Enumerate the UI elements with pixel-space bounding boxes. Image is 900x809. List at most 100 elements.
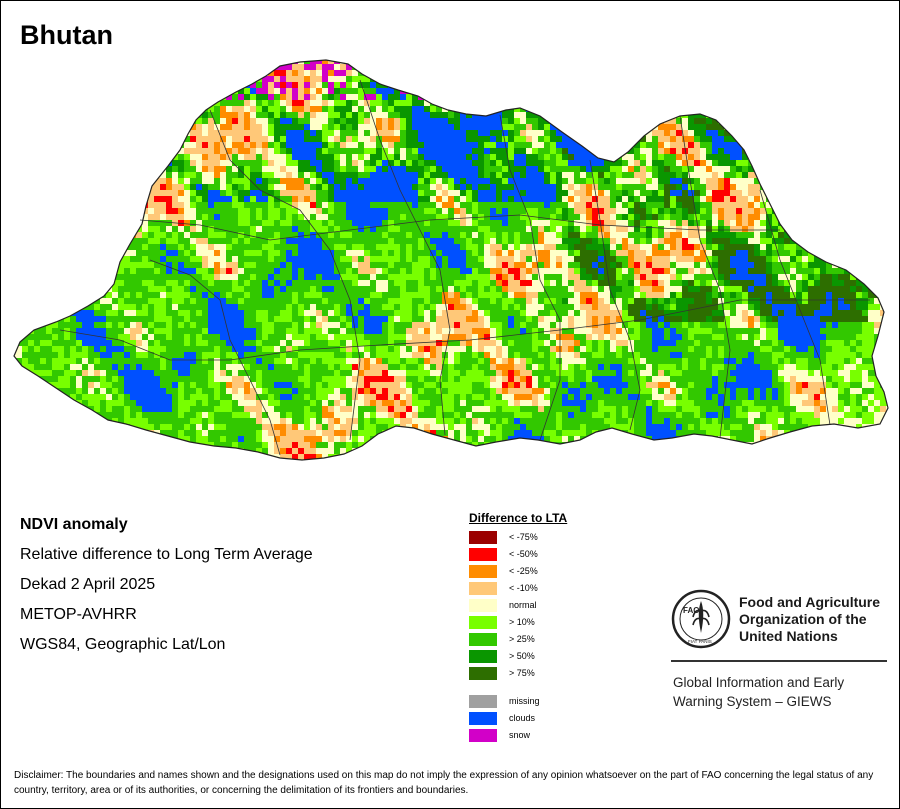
raster-cell <box>736 130 742 136</box>
raster-cell <box>532 178 538 184</box>
raster-cell <box>856 148 862 154</box>
raster-cell <box>40 214 46 220</box>
raster-cell <box>850 142 856 148</box>
raster-cell <box>580 202 586 208</box>
raster-cell <box>394 196 400 202</box>
raster-cell <box>370 154 376 160</box>
raster-cell <box>400 130 406 136</box>
raster-cell <box>148 106 154 112</box>
raster-cell <box>202 184 208 190</box>
raster-cell <box>718 244 724 250</box>
raster-cell <box>406 94 412 100</box>
raster-cell <box>268 130 274 136</box>
raster-cell <box>736 232 742 238</box>
raster-cell <box>718 88 724 94</box>
raster-cell <box>838 238 844 244</box>
raster-cell <box>64 154 70 160</box>
raster-cell <box>616 214 622 220</box>
raster-cell <box>124 238 130 244</box>
raster-cell <box>820 82 826 88</box>
raster-cell <box>340 94 346 100</box>
raster-cell <box>124 76 130 82</box>
raster-cell <box>172 76 178 82</box>
raster-cell <box>340 154 346 160</box>
raster-cell <box>814 184 820 190</box>
raster-cell <box>490 112 496 118</box>
raster-cell <box>460 154 466 160</box>
raster-cell <box>832 94 838 100</box>
raster-cell <box>730 214 736 220</box>
raster-cell <box>16 190 22 196</box>
raster-cell <box>220 112 226 118</box>
raster-cell <box>430 160 436 166</box>
raster-cell <box>616 60 622 64</box>
raster-cell <box>868 190 874 196</box>
raster-cell <box>100 160 106 166</box>
raster-cell <box>544 124 550 130</box>
raster-cell <box>376 256 382 262</box>
raster-cell <box>586 60 592 64</box>
raster-cell <box>568 220 574 226</box>
raster-cell <box>724 166 730 172</box>
raster-cell <box>808 130 814 136</box>
raster-cell <box>484 166 490 172</box>
raster-cell <box>364 214 370 220</box>
raster-cell <box>556 76 562 82</box>
raster-cell <box>328 208 334 214</box>
raster-cell <box>310 142 316 148</box>
raster-cell <box>14 220 16 226</box>
raster-cell <box>586 142 592 148</box>
raster-cell <box>406 160 412 166</box>
raster-cell <box>520 82 526 88</box>
raster-cell <box>844 118 850 124</box>
raster-cell <box>220 160 226 166</box>
raster-cell <box>832 226 838 232</box>
raster-cell <box>634 196 640 202</box>
raster-cell <box>358 256 364 262</box>
raster-cell <box>472 160 478 166</box>
raster-cell <box>694 64 700 70</box>
raster-cell <box>130 166 136 172</box>
raster-cell <box>688 220 694 226</box>
raster-cell <box>592 60 598 64</box>
raster-cell <box>634 76 640 82</box>
raster-cell <box>544 166 550 172</box>
raster-cell <box>772 142 778 148</box>
raster-cell <box>670 82 676 88</box>
raster-cell <box>514 154 520 160</box>
raster-cell <box>760 250 766 256</box>
raster-cell <box>364 94 370 100</box>
raster-cell <box>754 250 760 256</box>
raster-cell <box>742 64 748 70</box>
raster-cell <box>814 214 820 220</box>
raster-cell <box>28 250 34 256</box>
raster-cell <box>58 172 64 178</box>
raster-cell <box>88 106 94 112</box>
raster-cell <box>796 226 802 232</box>
raster-cell <box>802 106 808 112</box>
raster-cell <box>610 76 616 82</box>
raster-cell <box>268 100 274 106</box>
raster-cell <box>244 166 250 172</box>
raster-cell <box>628 70 634 76</box>
raster-cell <box>184 112 190 118</box>
raster-cell <box>616 178 622 184</box>
raster-cell <box>532 244 538 250</box>
raster-cell <box>688 76 694 82</box>
raster-cell <box>544 244 550 250</box>
raster-cell <box>550 196 556 202</box>
raster-cell <box>112 190 118 196</box>
raster-cell <box>820 250 826 256</box>
raster-cell <box>478 184 484 190</box>
raster-cell <box>508 220 514 226</box>
raster-cell <box>100 154 106 160</box>
raster-cell <box>184 154 190 160</box>
raster-cell <box>508 94 514 100</box>
raster-cell <box>88 112 94 118</box>
raster-cell <box>574 214 580 220</box>
raster-cell <box>226 60 232 64</box>
raster-cell <box>664 196 670 202</box>
raster-cell <box>136 208 142 214</box>
raster-cell <box>568 94 574 100</box>
raster-cell <box>316 142 322 148</box>
